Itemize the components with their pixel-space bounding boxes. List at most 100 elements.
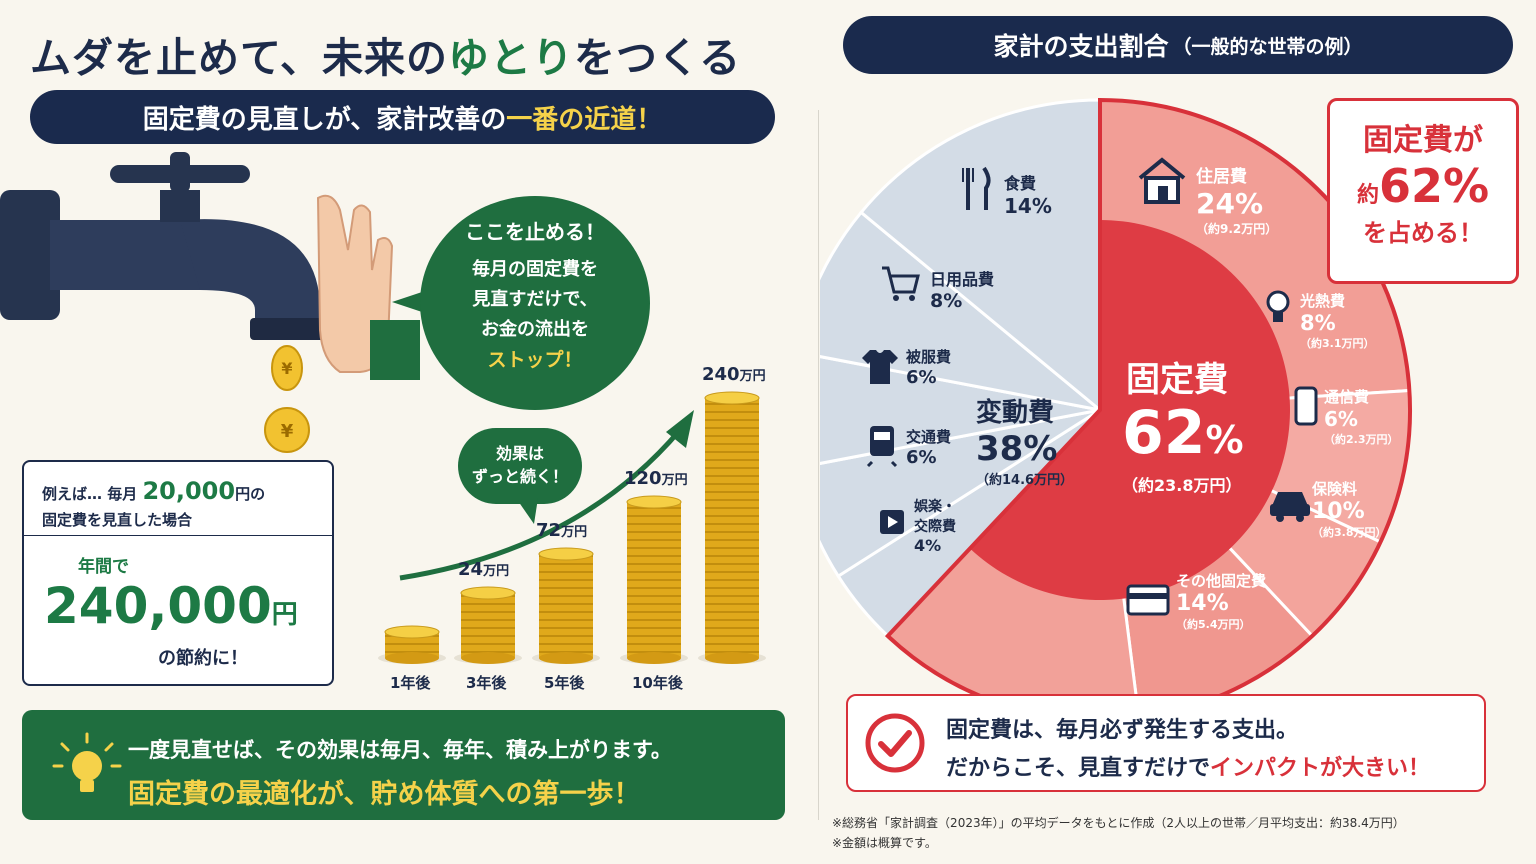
- stack-year-label: 1年後: [390, 674, 431, 692]
- seg-name: 住居費: [1196, 167, 1247, 187]
- key-point-box: 固定費は、毎月必ず発生する支出。 だからこそ、見直すだけでインパクトが大きい！: [846, 694, 1486, 792]
- coin-stack: [378, 625, 446, 664]
- annual-prefix: 年間で: [78, 557, 129, 577]
- seg-pct: 10%: [1312, 499, 1365, 524]
- annual-unit: 円: [271, 600, 298, 630]
- seg-amt: （約9.2万円）: [1196, 222, 1278, 236]
- example-amount: 20,000: [142, 477, 236, 505]
- speech-line2: 見直すだけで、: [472, 289, 598, 310]
- expense-pie-chart: [820, 97, 1412, 700]
- fixed-amount: （約23.8万円）: [1122, 476, 1242, 495]
- seg-pct: 6%: [906, 447, 937, 468]
- example-unit: 円の: [235, 485, 266, 503]
- variable-amount: （約14.6万円）: [976, 473, 1074, 488]
- seg-pct: 14%: [1004, 194, 1052, 218]
- seg-name: 被服費: [906, 348, 952, 366]
- coin-stack: [454, 586, 522, 664]
- stack-amount: 240: [702, 364, 740, 385]
- seg-pct: 8%: [930, 290, 963, 312]
- segment-label-insurance: 保険料 10% （約3.8万円）: [1312, 478, 1387, 540]
- seg-pct: 8%: [1300, 311, 1336, 335]
- page-title: ムダを止めて、未来のゆとりをつくる: [30, 24, 741, 84]
- coin-stack: [532, 547, 600, 664]
- stack-year-label: 3年後: [466, 674, 507, 692]
- speech-bubble: ここを止める！ 毎月の固定費を 見直すだけで、 お金の流出を ストップ！: [420, 196, 650, 410]
- seg-pct: 4%: [914, 536, 942, 555]
- source-note: ※総務省「家計調査（2023年）」の平均データをもとに作成（2人以上の世帯／月平…: [832, 816, 1405, 830]
- effect-bubble-tail: [516, 498, 538, 524]
- divider: [818, 110, 819, 820]
- house-icon: [1138, 156, 1188, 210]
- callout-pct: 62%: [1378, 159, 1490, 213]
- segment-label-utilities: 光熱費 8% （約3.1万円）: [1300, 290, 1375, 351]
- svg-text:¥: ¥: [281, 359, 292, 378]
- faucet-icon: [0, 152, 325, 340]
- lightbulb-icon: [1266, 290, 1292, 330]
- seg-name: 通信費: [1324, 388, 1370, 406]
- faucet-illustration: ¥ ¥: [0, 152, 420, 453]
- seg-name: 保険料: [1312, 480, 1358, 498]
- subtitle-text: 固定費の見直しが、家計改善の: [142, 104, 507, 135]
- stack-unit: 万円: [739, 369, 766, 384]
- summary-line2: 固定費の最適化が、貯め体質への第一歩！: [128, 779, 641, 810]
- seg-pct: 6%: [906, 367, 937, 388]
- fixed-label: 固定費: [1126, 360, 1228, 400]
- key-point-line2: だからこそ、見直すだけで: [946, 756, 1211, 781]
- stack-unit: 万円: [483, 564, 510, 579]
- seg-name: 交通費: [906, 428, 952, 446]
- fixed-cost-callout: 固定費が 約62% を占める！: [1327, 98, 1519, 284]
- stack-amount: 120: [624, 468, 662, 489]
- chart-subtitle: （一般的な世帯の例）: [1172, 35, 1363, 58]
- segment-label-other-fixed: その他固定費 14% （約5.4万円）: [1176, 570, 1266, 632]
- title-highlight: ゆとり: [447, 34, 574, 82]
- callout-prefix: 約: [1356, 183, 1379, 208]
- speech-highlight: ストップ！: [487, 349, 583, 371]
- stack-year-label: 5年後: [544, 674, 585, 692]
- callout-line1: 固定費が: [1363, 123, 1483, 158]
- stack-year-label: 10年後: [632, 674, 683, 692]
- seg-pct: 24%: [1196, 187, 1264, 220]
- seg-amt: （約3.8万円）: [1312, 526, 1387, 539]
- example-box: 例えば… 毎月 20,000円の 固定費を見直した場合 年間で 240,000円 …: [22, 460, 334, 686]
- seg-pct: 6%: [1324, 407, 1358, 431]
- coin-stacks-chart: [378, 391, 766, 664]
- segment-label-daily-goods: 日用品費 8%: [930, 266, 994, 312]
- variable-label: 変動費: [976, 398, 1055, 428]
- play-icon: [878, 508, 906, 540]
- seg-amt: （約2.3万円）: [1324, 433, 1399, 446]
- key-point-highlight: インパクトが大きい！: [1210, 756, 1431, 781]
- fixed-inner-slice: [969, 220, 1290, 601]
- stack-unit: 万円: [661, 473, 688, 488]
- train-icon: [866, 424, 898, 472]
- annual-suffix: の節約に！: [158, 648, 248, 669]
- subtitle-highlight: 一番の近道！: [506, 104, 663, 135]
- seg-name: 日用品費: [930, 270, 995, 289]
- example-prefix: 例えば… 毎月: [42, 485, 138, 503]
- subtitle-banner: 固定費の見直しが、家計改善の 一番の近道！: [30, 90, 775, 144]
- annual-amount: 240,000: [44, 577, 272, 635]
- lightbulb-icon: [52, 732, 122, 792]
- segment-label-entertainment: 娯楽・ 交際費 4%: [914, 496, 956, 555]
- cart-icon: [880, 264, 922, 308]
- stack-amount: 24: [458, 559, 484, 580]
- tshirt-icon: [860, 348, 900, 390]
- svg-text:¥: ¥: [281, 421, 294, 442]
- coin-drop-icon: ¥ ¥: [264, 345, 310, 453]
- key-point-line1: 固定費は、毎月必ず発生する支出。: [946, 718, 1299, 743]
- car-icon: [1268, 484, 1312, 528]
- segment-label-telecom: 通信費 6% （約2.3万円）: [1324, 386, 1399, 447]
- seg-name: 光熱費: [1300, 292, 1346, 310]
- chart-title-banner: 家計の支出割合 （一般的な世帯の例）: [843, 16, 1513, 74]
- check-icon: [865, 713, 925, 773]
- example-line2: 固定費を見直した場合: [42, 511, 193, 529]
- smartphone-icon: [1294, 386, 1320, 432]
- fixed-group-outline: [884, 97, 1412, 700]
- credit-card-icon: [1126, 584, 1172, 622]
- pie-slice-fork-knife: [859, 98, 1102, 414]
- stack-amount-label: 240万円: [702, 364, 766, 385]
- fork-knife-icon: [962, 166, 994, 218]
- stack-unit: 万円: [561, 525, 588, 540]
- seg-name: 食費: [1004, 174, 1037, 193]
- stack-amount-label: 120万円: [624, 468, 688, 489]
- speech-line1: 毎月の固定費を: [472, 259, 598, 280]
